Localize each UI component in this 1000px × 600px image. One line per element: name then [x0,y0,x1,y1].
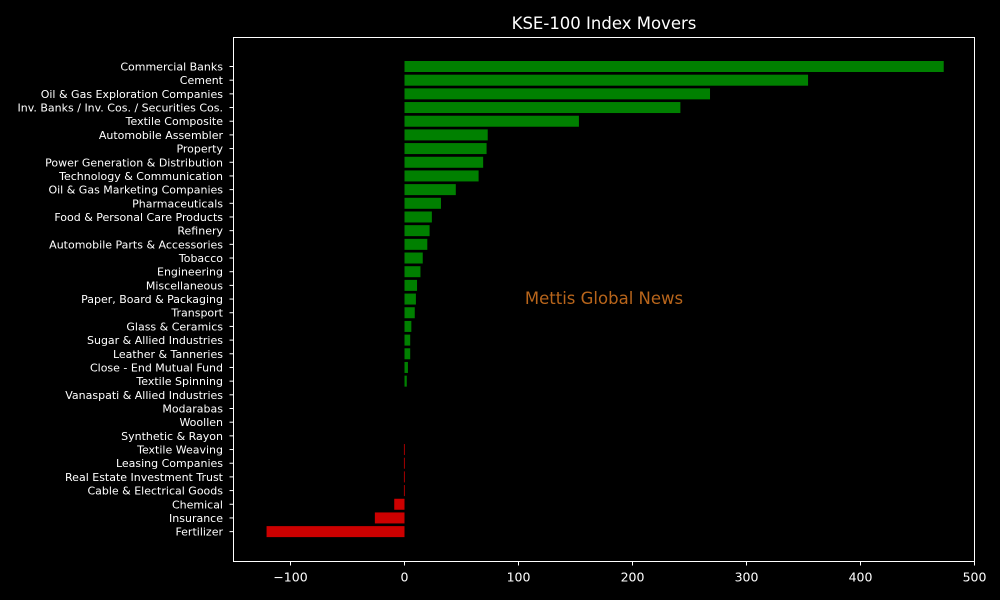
bar-food-personal-care-products [404,211,432,223]
category-label-fertilizer: Fertilizer [175,526,223,539]
bar-automobile-assembler [404,129,488,141]
category-label-oil-gas-exploration-companies: Oil & Gas Exploration Companies [41,88,224,101]
category-label-sugar-allied-industries: Sugar & Allied Industries [87,334,223,347]
chart-title: KSE-100 Index Movers [512,14,697,33]
category-label-chemical: Chemical [172,498,223,511]
bar-textile-composite [404,115,579,127]
category-label-refinery: Refinery [177,225,223,238]
category-label-leasing-companies: Leasing Companies [116,457,223,470]
category-label-miscellaneous: Miscellaneous [146,279,223,292]
bar-cement [404,74,809,86]
bar-oil-gas-marketing-companies [404,184,456,196]
category-label-pharmaceuticals: Pharmaceuticals [132,197,223,210]
bar-leather-tanneries [404,348,411,360]
bar-sugar-allied-industries [404,334,411,346]
bar-textile-spinning [404,375,407,387]
bars-group [266,61,944,538]
bar-power-generation-distribution [404,156,484,168]
category-label-food-personal-care-products: Food & Personal Care Products [54,211,223,224]
category-label-power-generation-distribution: Power Generation & Distribution [45,156,223,169]
watermark-text: Mettis Global News [525,289,683,308]
x-tick-label: 300 [735,570,759,585]
bar-chemical [394,498,405,510]
category-label-real-estate-investment-trust: Real Estate Investment Trust [65,471,224,484]
bar-property [404,143,487,155]
category-label-commercial-banks: Commercial Banks [120,61,223,74]
x-tick-label: 0 [401,570,409,585]
bar-insurance [374,512,405,524]
bar-cable-electrical-goods [403,485,405,497]
bar-textile-weaving [403,444,405,456]
bar-oil-gas-exploration-companies [404,88,711,100]
category-label-automobile-parts-accessories: Automobile Parts & Accessories [49,238,223,251]
bar-real-estate-investment-trust [403,471,405,483]
category-label-textile-weaving: Textile Weaving [136,444,223,457]
category-label-textile-composite: Textile Composite [125,115,224,128]
category-label-oil-gas-marketing-companies: Oil & Gas Marketing Companies [48,184,223,197]
category-label-cement: Cement [180,74,224,87]
bar-paper-board-packaging [404,293,416,305]
category-label-tobacco: Tobacco [178,252,223,265]
category-label-inv-banks-inv-cos-securities-cos: Inv. Banks / Inv. Cos. / Securities Cos. [18,102,223,115]
bar-refinery [404,225,430,237]
category-label-glass-ceramics: Glass & Ceramics [126,320,223,333]
bar-tobacco [404,252,423,264]
bar-fertilizer [266,526,405,538]
category-label-synthetic-rayon: Synthetic & Rayon [121,430,223,443]
category-label-engineering: Engineering [157,266,223,279]
category-label-transport: Transport [170,307,223,320]
bar-inv-banks-inv-cos-securities-cos [404,102,681,114]
bar-leasing-companies [403,457,405,469]
bar-pharmaceuticals [404,197,441,209]
category-label-vanaspati-allied-industries: Vanaspati & Allied Industries [65,389,223,402]
category-label-close-end-mutual-fund: Close - End Mutual Fund [90,361,223,374]
x-axis-ticks: −100 0 100 200 300 400 500 [273,561,987,585]
category-label-cable-electrical-goods: Cable & Electrical Goods [87,485,223,498]
x-tick-label: 500 [963,570,987,585]
x-tick-label: 100 [507,570,531,585]
bar-transport [404,307,415,319]
category-label-textile-spinning: Textile Spinning [135,375,223,388]
bar-engineering [404,266,421,278]
bar-commercial-banks [404,61,944,72]
x-tick-label: −100 [273,570,307,585]
category-label-paper-board-packaging: Paper, Board & Packaging [81,293,223,306]
category-label-insurance: Insurance [169,512,223,525]
category-label-property: Property [176,143,223,156]
x-tick-label: 400 [849,570,873,585]
x-tick-label: 200 [621,570,645,585]
category-label-automobile-assembler: Automobile Assembler [99,129,224,142]
bar-technology-communication [404,170,479,182]
bar-glass-ceramics [404,320,412,332]
category-label-technology-communication: Technology & Communication [58,170,223,183]
bar-close-end-mutual-fund [404,361,408,373]
bar-miscellaneous [404,279,418,291]
category-label-woollen: Woollen [179,416,223,429]
bar-automobile-parts-accessories [404,238,428,250]
category-label-leather-tanneries: Leather & Tanneries [113,348,223,361]
category-label-modarabas: Modarabas [162,403,223,416]
